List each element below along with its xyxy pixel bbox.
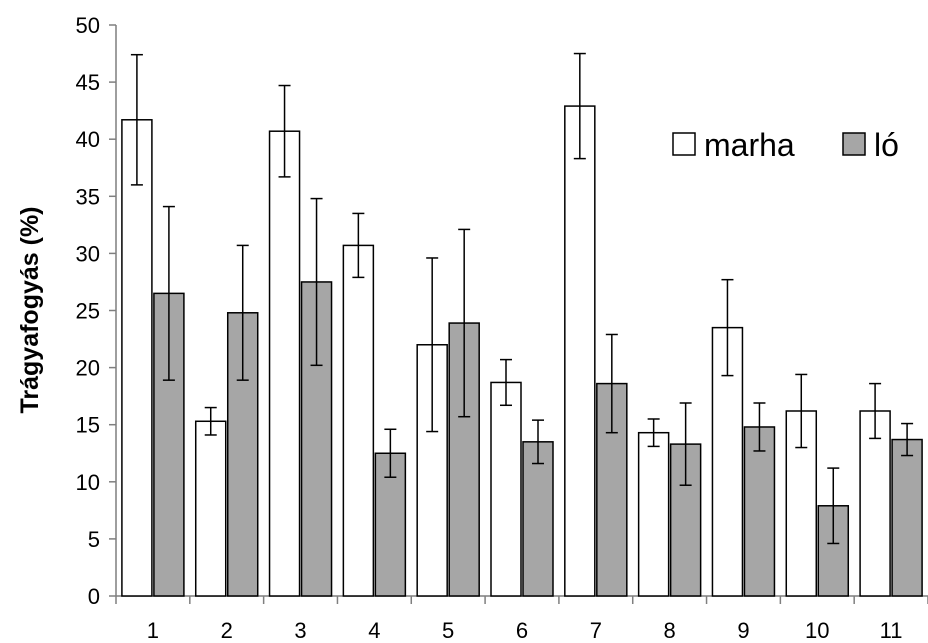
error-bar	[721, 278, 734, 377]
y-tick-label: 5	[88, 527, 100, 552]
x-tick-label: 4	[368, 618, 380, 643]
x-tick-label: 9	[737, 618, 749, 643]
y-axis: 0 5 10 15 20 25 30 35 40 45 50	[76, 13, 117, 609]
legend-swatch-marha	[672, 132, 696, 156]
bar-marha	[342, 244, 375, 597]
y-tick-label: 50	[76, 13, 100, 38]
y-tick-label: 45	[76, 70, 100, 95]
bar-marha	[564, 105, 596, 597]
x-tick-label: 1	[147, 618, 159, 643]
bar-marha	[268, 130, 301, 597]
error-bar	[130, 53, 143, 186]
x-axis: 1 2 3 4 5 6 7 8 9 10 11	[115, 595, 928, 643]
bar-lo	[891, 438, 923, 597]
x-tick-label: 10	[805, 618, 829, 643]
legend-label-lo: ló	[874, 127, 899, 163]
error-bar	[605, 333, 618, 434]
error-bar	[458, 228, 471, 418]
bar-marha	[194, 420, 227, 597]
legend-swatch-lo	[842, 132, 866, 156]
error-bar	[532, 419, 544, 465]
bar-lo	[522, 441, 554, 597]
error-bar	[901, 422, 914, 457]
x-tick-label: 11	[880, 618, 903, 643]
error-bar	[647, 418, 660, 448]
y-axis-label: Trágyafogyás (%)	[16, 206, 44, 413]
y-tick-label: 35	[76, 184, 100, 209]
x-tick-label: 7	[590, 618, 602, 643]
error-bar	[500, 358, 512, 407]
error-bar	[204, 406, 217, 436]
bar-marha	[490, 381, 522, 597]
bar-marha	[121, 119, 153, 597]
error-bar	[426, 257, 439, 433]
bar-lo	[743, 426, 776, 597]
x-tick-label: 5	[442, 618, 454, 643]
error-bar	[236, 244, 249, 381]
error-bar	[573, 52, 586, 160]
error-bar	[310, 197, 323, 367]
bars	[121, 105, 923, 597]
legend-label-marha: marha	[704, 127, 795, 163]
x-tick-label: 2	[221, 618, 233, 643]
bar-marha	[637, 431, 670, 597]
error-bar	[352, 212, 365, 279]
error-bar	[162, 205, 175, 381]
error-bar	[278, 84, 291, 178]
legend: marha ló	[672, 127, 899, 163]
x-tick-label: 6	[516, 618, 528, 643]
x-tick-label: 8	[664, 618, 676, 643]
y-tick-label: 20	[76, 356, 100, 381]
y-tick-label: 30	[76, 241, 100, 266]
x-tick-label: 3	[294, 618, 306, 643]
error-bar	[827, 467, 840, 545]
error-bars	[130, 52, 914, 545]
error-bar	[795, 373, 808, 449]
y-tick-label: 15	[76, 413, 100, 438]
error-bar	[679, 402, 692, 486]
y-tick-label: 0	[88, 584, 100, 609]
error-bar	[869, 382, 882, 440]
error-bar	[384, 428, 397, 478]
y-tick-label: 10	[76, 470, 100, 495]
y-tick-label: 25	[76, 299, 100, 324]
y-tick-label: 40	[76, 127, 100, 152]
error-bar	[753, 402, 766, 452]
